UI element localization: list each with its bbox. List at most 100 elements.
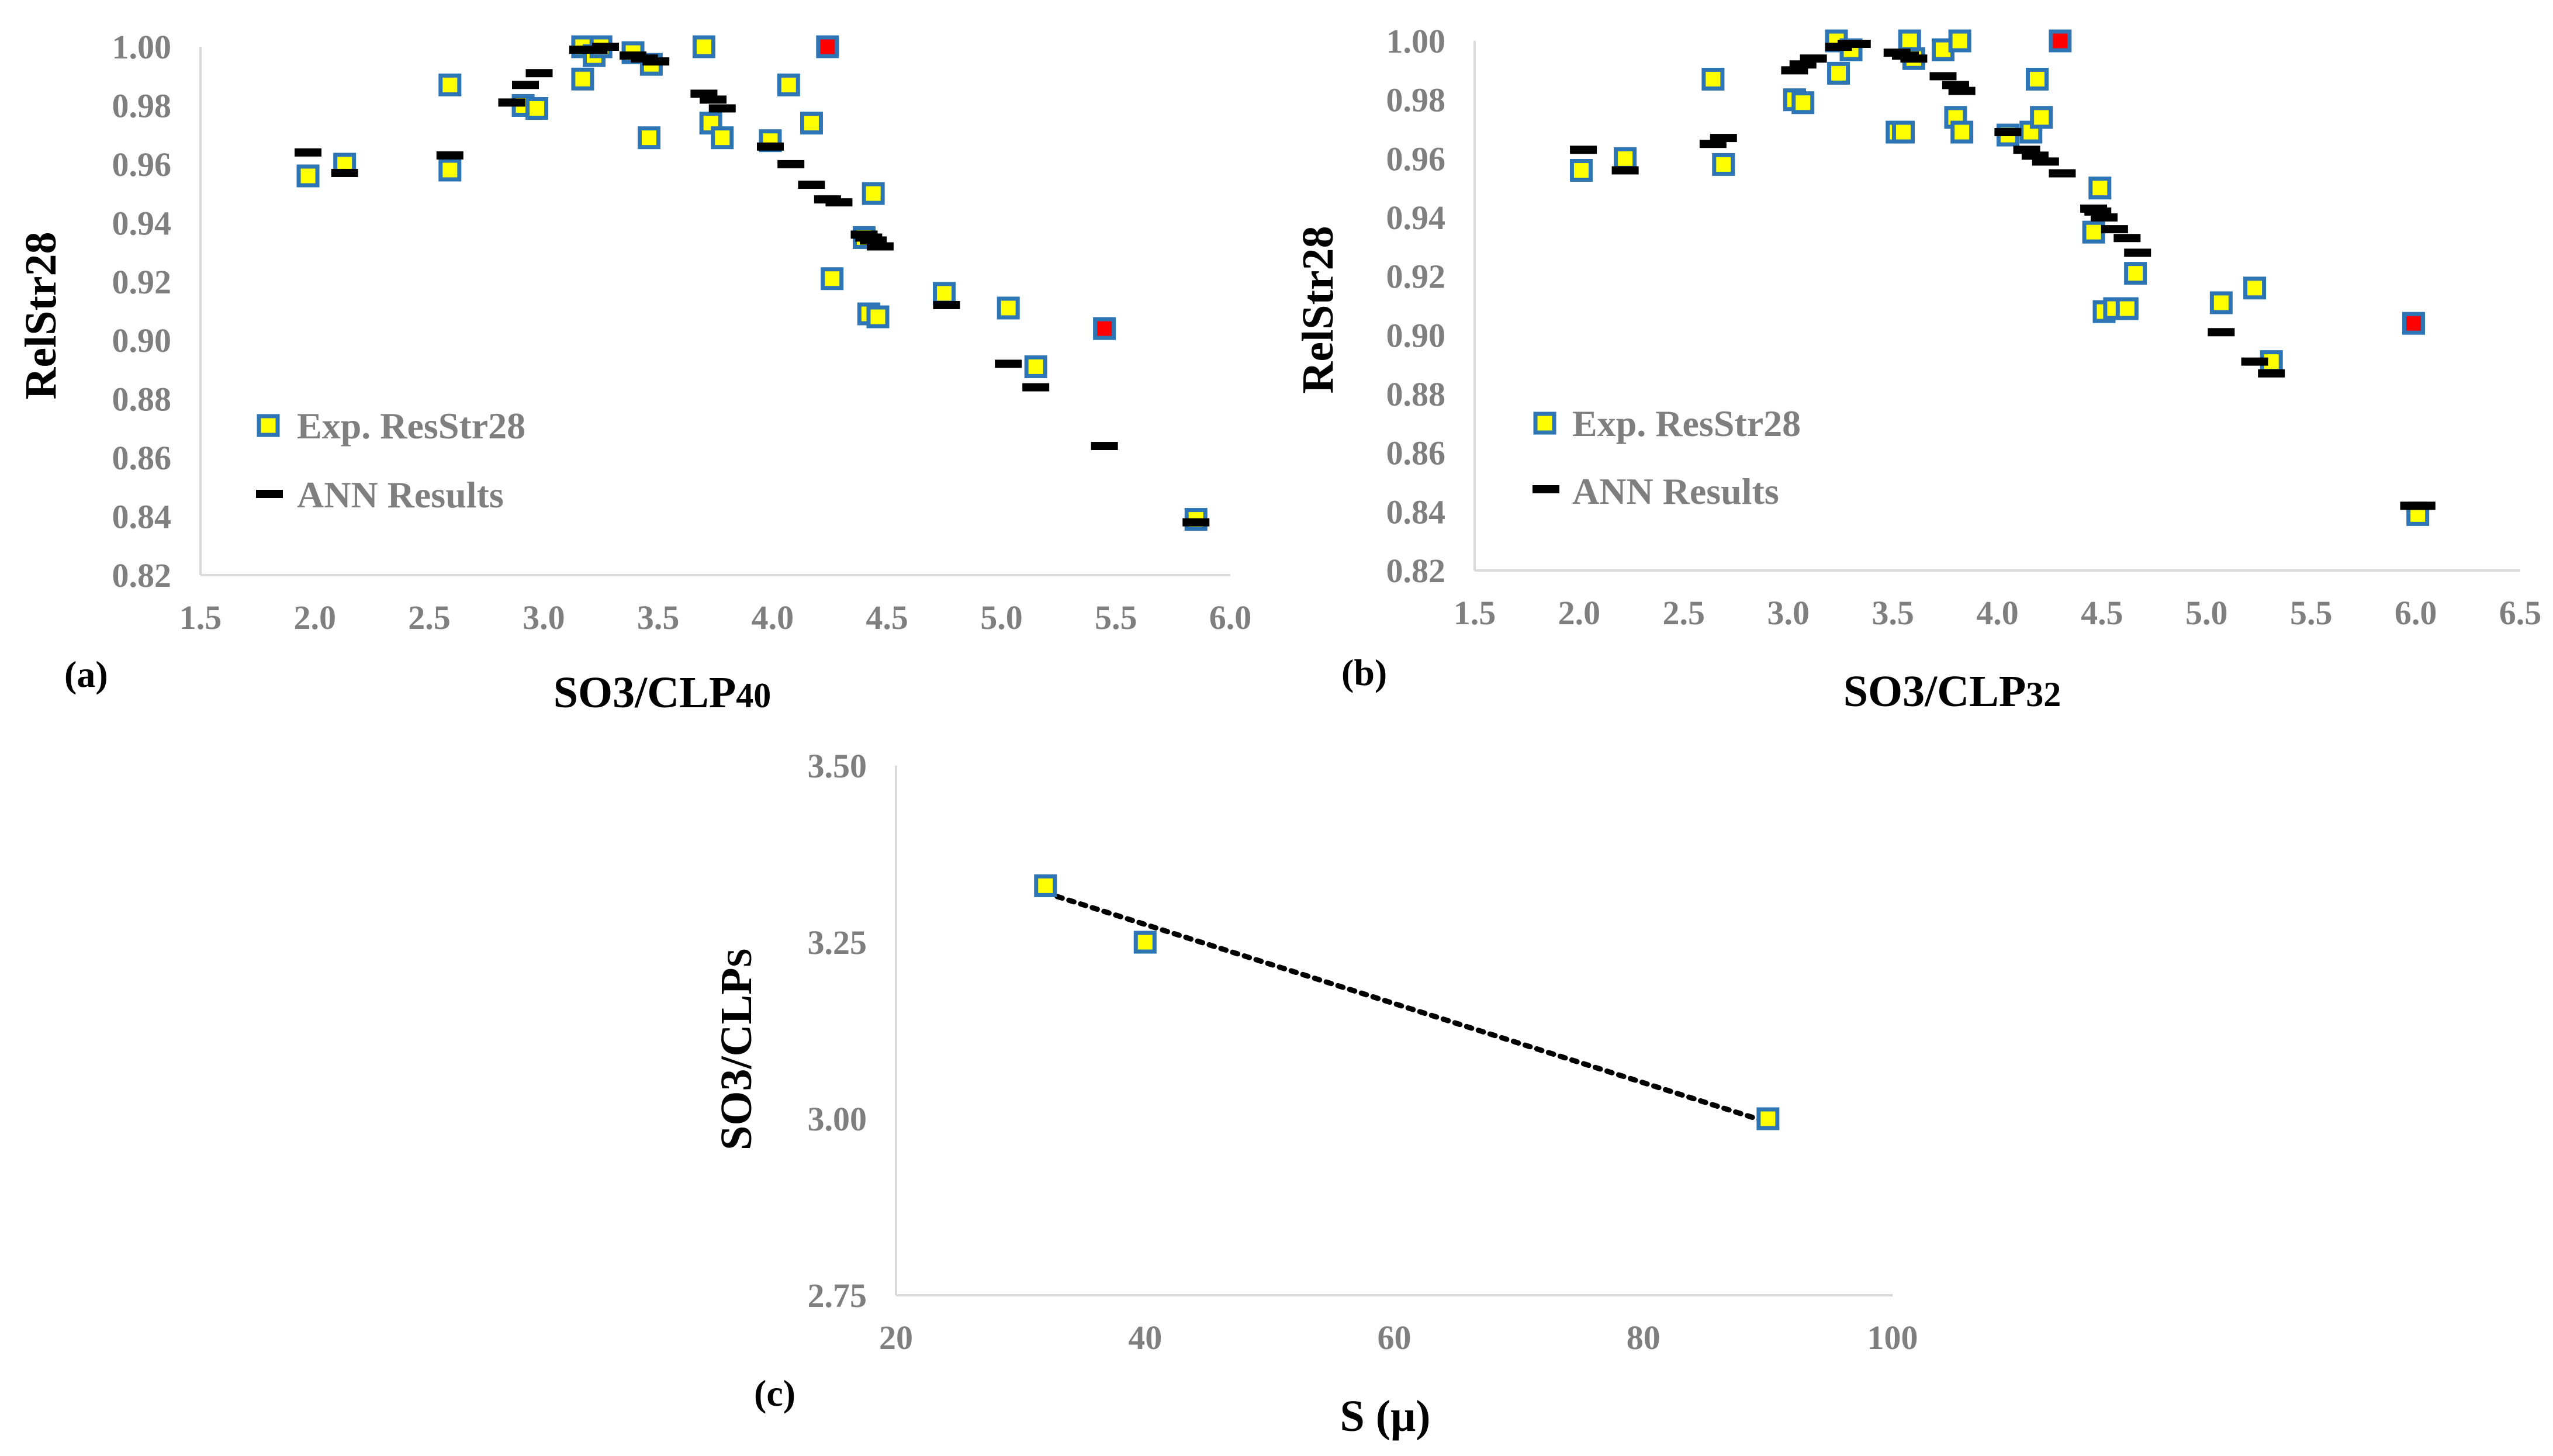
legend-label-exp-b: Exp. ResStr28 bbox=[1572, 403, 1801, 444]
y-tick-label: 0.98 bbox=[112, 87, 172, 124]
x-axis-title-main-a: SO3/CLP bbox=[554, 668, 736, 717]
panel-label-c: (c) bbox=[754, 1372, 795, 1414]
y-tick-label: 0.86 bbox=[112, 439, 172, 477]
y-tick-label: 0.82 bbox=[112, 556, 172, 594]
y-tick-label: 0.88 bbox=[112, 381, 172, 419]
ann-result-point bbox=[756, 142, 784, 151]
ann-result-point bbox=[295, 148, 322, 157]
x-tick-label: 2.5 bbox=[1663, 594, 1706, 632]
data-marks-c bbox=[1034, 874, 1780, 1130]
data-marks-a bbox=[295, 35, 1210, 531]
experimental-point bbox=[862, 182, 885, 205]
y-axis-title-a: RelStr28 bbox=[16, 231, 65, 399]
x-tick-label: 6.0 bbox=[1209, 599, 1252, 637]
x-axis-title-sub-b: 32 bbox=[2026, 675, 2061, 714]
legend-label-exp-a: Exp. ResStr28 bbox=[297, 405, 525, 447]
y-tick-label: 1.00 bbox=[112, 28, 172, 66]
experimental-point bbox=[525, 96, 549, 120]
y-axis-title-sub-c: S bbox=[720, 948, 759, 967]
ann-result-point bbox=[1843, 40, 1871, 49]
y-tick-label: 0.98 bbox=[1386, 81, 1446, 119]
x-tick-labels-a: 1.5 2.0 2.5 3.0 3.5 4.0 4.5 5.0 5.5 6.0 bbox=[179, 599, 1252, 637]
x-axis-title-a: SO3/CLP40 bbox=[554, 668, 772, 717]
ann-result-point bbox=[331, 168, 358, 177]
y-tick-label: 0.82 bbox=[1386, 552, 1446, 590]
trendline bbox=[1043, 890, 1771, 1125]
x-axis-title-sub-a: 40 bbox=[736, 676, 771, 715]
y-tick-label: 0.90 bbox=[112, 321, 172, 359]
x-tick-label: 5.0 bbox=[2185, 594, 2228, 632]
x-tick-label: 3.0 bbox=[1767, 594, 1810, 632]
experimental-point bbox=[1569, 158, 1593, 182]
legend-a: Exp. ResStr28 ANN Results bbox=[256, 405, 525, 516]
experimental-point bbox=[438, 73, 462, 96]
experimental-point bbox=[1891, 120, 1915, 144]
ann-result-point bbox=[2208, 328, 2235, 337]
x-tick-label: 5.0 bbox=[980, 599, 1023, 637]
x-tick-label: 40 bbox=[1128, 1319, 1162, 1357]
axes-c bbox=[895, 766, 1893, 1296]
x-tick-label: 20 bbox=[879, 1319, 913, 1357]
ann-result-point bbox=[1994, 128, 2022, 137]
y-tick-label: 0.96 bbox=[112, 146, 172, 184]
experimental-point bbox=[637, 126, 660, 150]
ann-result-point bbox=[798, 181, 825, 189]
y-tick-label: 0.92 bbox=[1386, 258, 1446, 296]
experimental-point bbox=[438, 158, 462, 182]
experimental-point bbox=[1701, 67, 1725, 91]
experimental-point bbox=[821, 267, 844, 290]
y-tick-label: 0.92 bbox=[112, 263, 172, 301]
x-tick-label: 60 bbox=[1378, 1319, 1412, 1357]
ann-result-point bbox=[525, 69, 553, 78]
x-axis-title-c: S (μ) bbox=[1340, 1392, 1431, 1441]
y-tick-label: 0.86 bbox=[1386, 434, 1446, 472]
experimental-point bbox=[296, 164, 320, 188]
ann-result-point bbox=[1091, 442, 1118, 451]
experimental-point bbox=[777, 73, 800, 96]
highlighted-point bbox=[1093, 317, 1116, 340]
y-tick-label: 0.96 bbox=[1386, 140, 1446, 178]
experimental-point bbox=[2088, 177, 2112, 200]
x-tick-label: 5.5 bbox=[2290, 594, 2333, 632]
y-tick-label: 0.88 bbox=[1386, 375, 1446, 413]
x-tick-labels-c: 20 40 60 80 100 bbox=[879, 1319, 1918, 1357]
experimental-point bbox=[1898, 29, 1921, 53]
y-axis-title-main-c: SO3/CLP bbox=[712, 967, 761, 1150]
experimental-point bbox=[933, 282, 956, 305]
ann-result-point bbox=[2090, 213, 2118, 222]
experimental-point bbox=[2082, 220, 2105, 244]
chart-panel-a: 1.5 2.0 2.5 3.0 3.5 4.0 4.5 5.0 5.5 6.0 0.820.840… bbox=[16, 28, 1251, 717]
ann-result-point bbox=[1929, 72, 1957, 81]
ann-result-point bbox=[825, 198, 853, 207]
y-tick-label: 0.90 bbox=[1386, 316, 1446, 354]
experimental-point bbox=[2124, 262, 2147, 285]
ann-result-point bbox=[498, 98, 525, 107]
experimental-point bbox=[2243, 276, 2267, 300]
legend-label-ann-b: ANN Results bbox=[1572, 471, 1779, 512]
data-marks-b bbox=[1569, 29, 2436, 526]
ann-result-point bbox=[1611, 166, 1639, 175]
experimental-point bbox=[1034, 874, 1057, 897]
x-tick-label: 4.5 bbox=[2081, 594, 2123, 632]
ann-result-point bbox=[2049, 169, 2076, 178]
x-tick-label: 2.0 bbox=[1558, 594, 1601, 632]
legend-b: Exp. ResStr28 ANN Results bbox=[1533, 403, 1801, 512]
ann-result-point bbox=[2408, 502, 2436, 510]
highlighted-point bbox=[2049, 29, 2072, 53]
experimental-point bbox=[2115, 297, 2139, 320]
y-axis-title-b: RelStr28 bbox=[1293, 226, 1343, 393]
ann-result-point bbox=[933, 300, 960, 309]
experimental-point bbox=[800, 112, 823, 135]
ann-result-point bbox=[1022, 383, 1050, 392]
chart-panel-b: 1.5 2.0 2.5 3.0 3.5 4.0 4.5 5.0 5.5 6.0 6.5 0.820.… bbox=[1293, 22, 2541, 716]
y-tick-labels-c: 2.75 3.00 3.25 3.50 bbox=[808, 747, 867, 1315]
experimental-point bbox=[2030, 106, 2053, 129]
experimental-point bbox=[1948, 29, 1971, 53]
experimental-point bbox=[1133, 931, 1157, 954]
axes-a bbox=[199, 47, 1230, 576]
x-tick-labels-b: 1.5 2.0 2.5 3.0 3.5 4.0 4.5 5.0 5.5 6.0 6.5 bbox=[1454, 594, 2542, 632]
ann-result-point bbox=[1710, 134, 1737, 143]
legend-label-ann-a: ANN Results bbox=[297, 474, 504, 516]
experimental-point bbox=[1950, 120, 1974, 144]
